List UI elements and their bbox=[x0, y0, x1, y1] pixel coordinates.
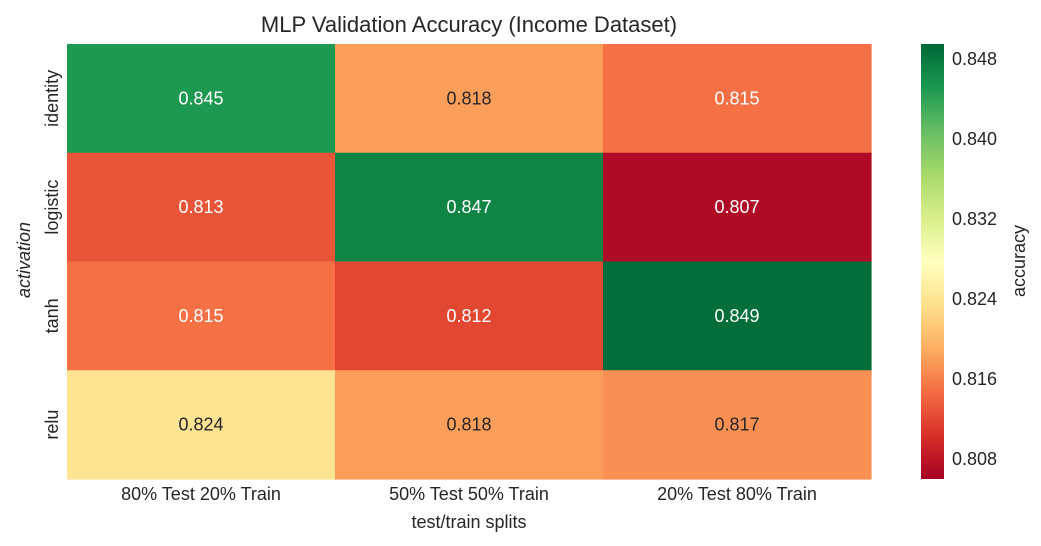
y-tick-label: logistic bbox=[42, 180, 62, 235]
cell-value-label: 0.813 bbox=[178, 197, 223, 217]
cell-value-label: 0.849 bbox=[714, 306, 759, 326]
colorbar-tick-label: 0.848 bbox=[952, 49, 997, 69]
cell-value-label: 0.812 bbox=[446, 306, 491, 326]
y-tick-label: tanh bbox=[42, 298, 62, 333]
y-tick-label: relu bbox=[42, 410, 62, 440]
colorbar-ticks: 0.808 0.816 0.824 0.832 0.840 0.848 bbox=[952, 49, 997, 469]
cell-value-label: 0.818 bbox=[446, 415, 491, 435]
heatmap-cell-r2-c0 bbox=[67, 261, 336, 371]
heatmap-cell-r1-c0 bbox=[67, 152, 336, 263]
heatmap-cells: 0.845 0.818 0.815 0.813 0.847 0.807 0.815 0.812… bbox=[67, 44, 872, 480]
heatmap-cell-r1-c1 bbox=[335, 152, 604, 263]
colorbar-tick-label: 0.824 bbox=[952, 289, 997, 309]
cell-value-label: 0.818 bbox=[446, 88, 491, 108]
cell-value-label: 0.807 bbox=[714, 197, 759, 217]
y-tick-label: identity bbox=[42, 70, 62, 127]
heatmap-cell-r0-c0 bbox=[67, 44, 336, 154]
cell-value-label: 0.817 bbox=[714, 415, 759, 435]
x-tick-label: 50% Test 50% Train bbox=[389, 484, 549, 504]
heatmap-cell-r3-c0 bbox=[67, 370, 336, 480]
chart-title: MLP Validation Accuracy (Income Dataset) bbox=[261, 12, 677, 37]
cell-value-label: 0.847 bbox=[446, 197, 491, 217]
cell-value-label: 0.815 bbox=[714, 88, 759, 108]
heatmap-cell-r0-c2 bbox=[603, 44, 872, 154]
colorbar-tick-label: 0.832 bbox=[952, 209, 997, 229]
x-tick-label: 80% Test 20% Train bbox=[121, 484, 281, 504]
x-axis-label: test/train splits bbox=[411, 512, 526, 532]
colorbar-tick-label: 0.816 bbox=[952, 369, 997, 389]
y-tick-labels: identity logistic tanh relu bbox=[42, 70, 62, 440]
colorbar-tick-label: 0.808 bbox=[952, 449, 997, 469]
heatmap-cell-r3-c1 bbox=[335, 370, 604, 480]
heatmap-cell-r2-c1 bbox=[335, 261, 604, 371]
cell-value-label: 0.845 bbox=[178, 88, 223, 108]
heatmap-cell-r1-c2 bbox=[603, 152, 872, 263]
colorbar-label: accuracy bbox=[1009, 225, 1029, 297]
colorbar bbox=[921, 44, 944, 479]
y-axis-label: activation bbox=[14, 222, 34, 298]
x-tick-label: 20% Test 80% Train bbox=[657, 484, 817, 504]
colorbar-tick-label: 0.840 bbox=[952, 129, 997, 149]
heatmap-cell-r2-c2 bbox=[603, 261, 872, 371]
x-tick-labels: 80% Test 20% Train 50% Test 50% Train 20% … bbox=[121, 484, 817, 504]
heatmap-cell-r3-c2 bbox=[603, 370, 872, 480]
cell-value-label: 0.815 bbox=[178, 306, 223, 326]
cell-value-label: 0.824 bbox=[178, 415, 223, 435]
heatmap-cell-r0-c1 bbox=[335, 44, 604, 154]
